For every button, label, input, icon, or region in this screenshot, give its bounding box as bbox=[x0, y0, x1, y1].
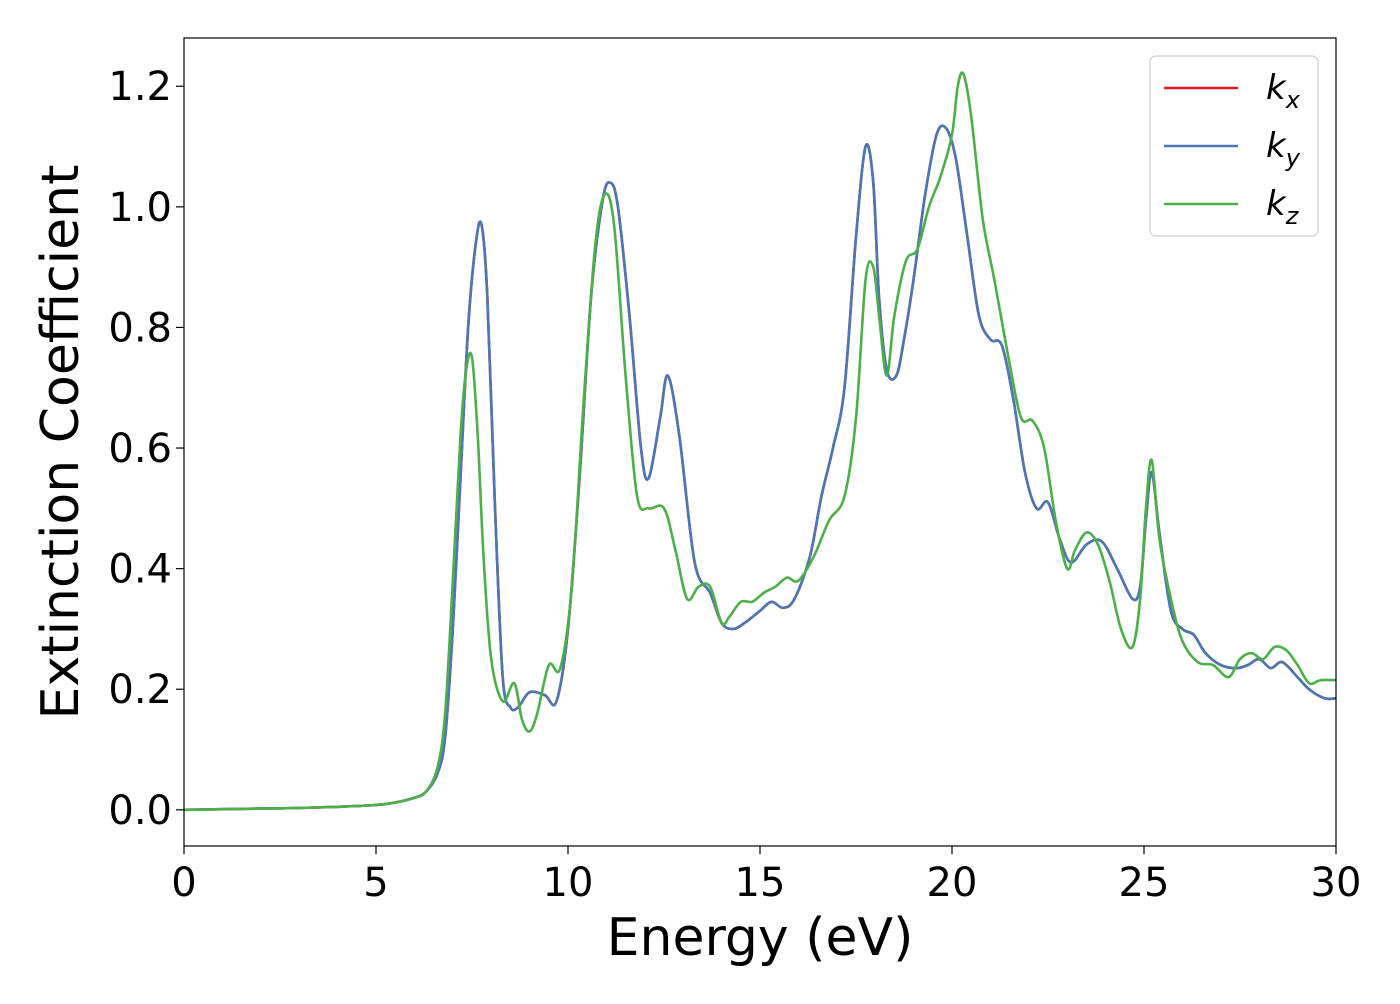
y-tick-label: 1.0 bbox=[108, 185, 172, 231]
y-tick-label: 0.0 bbox=[108, 788, 172, 834]
x-tick-label: 10 bbox=[543, 860, 594, 906]
x-axis-title: Energy (eV) bbox=[607, 908, 914, 968]
y-tick-label: 0.8 bbox=[108, 305, 172, 351]
legend-entry-kz: kz bbox=[1164, 184, 1300, 230]
legend-label: kz bbox=[1266, 184, 1300, 230]
series-layer bbox=[184, 71, 1336, 812]
x-tick-label: 25 bbox=[1119, 860, 1170, 906]
y-tick-label: 0.4 bbox=[108, 547, 172, 593]
x-tick-label: 30 bbox=[1311, 860, 1362, 906]
x-axis: 0 5 10 15 20 25 30 bbox=[171, 846, 1361, 906]
legend-label: kx bbox=[1266, 68, 1301, 114]
y-axis: 0.0 0.2 0.4 0.6 0.8 1.0 1.2 bbox=[108, 64, 184, 834]
legend-entry-kx: kx bbox=[1164, 68, 1301, 114]
legend-label: ky bbox=[1266, 126, 1301, 172]
x-tick-label: 0 bbox=[171, 860, 196, 906]
legend-label-symbol: k bbox=[1266, 68, 1287, 108]
series-line-kz bbox=[184, 71, 1336, 812]
x-tick-label: 20 bbox=[927, 860, 978, 906]
y-tick-label: 0.2 bbox=[108, 667, 172, 713]
x-tick-label: 15 bbox=[735, 860, 786, 906]
legend-label-symbol: k bbox=[1266, 126, 1287, 166]
legend-label-subscript: z bbox=[1285, 202, 1300, 230]
legend-label-subscript: y bbox=[1285, 144, 1301, 172]
x-tick-label: 5 bbox=[363, 860, 388, 906]
legend-label-symbol: k bbox=[1266, 184, 1287, 224]
y-tick-label: 0.6 bbox=[108, 426, 172, 472]
y-tick-label: 1.2 bbox=[108, 64, 172, 110]
y-axis-title: Extinction Coefficient bbox=[31, 165, 91, 720]
legend-label-subscript: x bbox=[1285, 86, 1301, 114]
legend-entry-ky: ky bbox=[1164, 126, 1301, 172]
